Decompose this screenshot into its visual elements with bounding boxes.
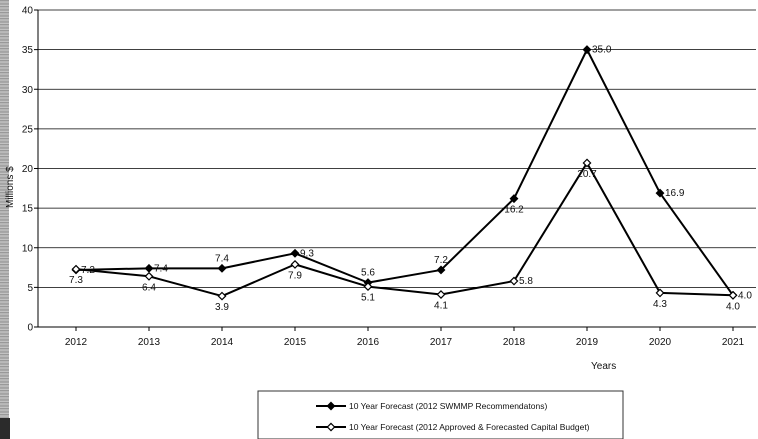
data-label: 4.3 [653, 299, 667, 310]
x-tick-label: 2013 [138, 337, 161, 348]
legend-marker [326, 401, 336, 411]
data-label: 3.9 [215, 302, 229, 313]
legend: 10 Year Forecast (2012 SWMMP Recommendat… [257, 390, 624, 439]
legend-label: 10 Year Forecast (2012 Approved & Foreca… [349, 422, 590, 432]
data-point [290, 259, 300, 269]
data-label: 20.7 [577, 169, 597, 180]
y-tick-label: 20 [22, 164, 34, 175]
data-point [217, 263, 227, 273]
data-label: 16.9 [665, 188, 685, 199]
series-2: 7.3 6.4 3.9 7.9 5.1 4.1 5.8 20.7 4.3 4.0 [69, 158, 740, 313]
legend-item-2: 10 Year Forecast (2012 Approved & Foreca… [316, 422, 590, 432]
x-tick-label: 2016 [357, 337, 380, 348]
scan-edge [0, 0, 9, 439]
data-point [509, 276, 519, 286]
legend-box [257, 390, 624, 439]
data-point [363, 282, 373, 292]
data-point [655, 288, 665, 298]
data-label: 5.1 [361, 293, 375, 304]
y-tick-labels: 0 5 10 15 20 25 30 35 40 [22, 6, 34, 334]
x-tick-labels: 2012 2013 2014 2015 2016 2017 2018 2019 2020 2021 [65, 337, 745, 348]
grid-lines [34, 9, 756, 331]
data-label: 4.0 [726, 301, 740, 312]
data-label: 16.2 [504, 205, 524, 216]
data-label: 7.4 [215, 253, 229, 264]
legend-item-1: 10 Year Forecast (2012 SWMMP Recommendat… [316, 401, 547, 411]
data-point [436, 265, 446, 275]
data-point [436, 290, 446, 299]
y-tick-label: 35 [22, 45, 34, 56]
axes [37, 10, 756, 328]
data-label: 7.3 [69, 275, 83, 286]
data-point [144, 263, 154, 273]
scan-edge-dark [0, 418, 10, 439]
data-label: 6.4 [142, 282, 156, 293]
data-point [655, 188, 665, 198]
data-label: 35.0 [592, 45, 612, 56]
series-layer: 7.2 7.47.4 9.35.67.216.235.016.94.07.36.43… [69, 45, 752, 313]
x-tick-label: 2019 [576, 337, 599, 348]
y-tick-label: 10 [22, 243, 34, 254]
legend-marker [326, 422, 336, 432]
x-tick-label: 2021 [722, 337, 745, 348]
data-point [144, 271, 154, 281]
data-point [217, 291, 227, 301]
data-label: 7.4 [154, 263, 168, 274]
data-point [71, 264, 81, 274]
data-label: 4.0 [738, 290, 752, 301]
data-label: 5.8 [519, 276, 533, 287]
legend-label: 10 Year Forecast (2012 SWMMP Recommendat… [349, 401, 547, 411]
y-tick-label: 15 [22, 204, 34, 215]
data-label: 9.3 [300, 248, 314, 259]
y-axis-title: Millions $ [5, 166, 16, 208]
x-tick-label: 2015 [284, 337, 307, 348]
x-tick-label: 2014 [211, 337, 234, 348]
y-tick-label: 30 [22, 85, 34, 96]
y-tick-label: 5 [27, 283, 33, 294]
data-point [728, 290, 738, 300]
x-tick-label: 2020 [649, 337, 672, 348]
data-label: 4.1 [434, 301, 448, 312]
y-tick-label: 25 [22, 124, 34, 135]
series-line [75, 48, 734, 296]
data-point [582, 45, 592, 55]
data-point [582, 158, 592, 168]
data-label: 7.2 [434, 255, 448, 266]
x-tick-label: 2017 [430, 337, 453, 348]
x-axis-title: Years [591, 361, 616, 372]
x-tick-label: 2012 [65, 337, 88, 348]
y-tick-label: 0 [27, 323, 33, 334]
data-label: 5.6 [361, 268, 375, 279]
x-tick-label: 2018 [503, 337, 526, 348]
data-point [290, 248, 300, 258]
y-tick-label: 40 [22, 6, 34, 17]
series-1: 7.2 7.47.4 9.35.67.216.235.016.94.0 [71, 45, 752, 301]
data-label: 7.9 [288, 270, 302, 281]
data-point [509, 194, 519, 204]
series-line [75, 161, 734, 298]
